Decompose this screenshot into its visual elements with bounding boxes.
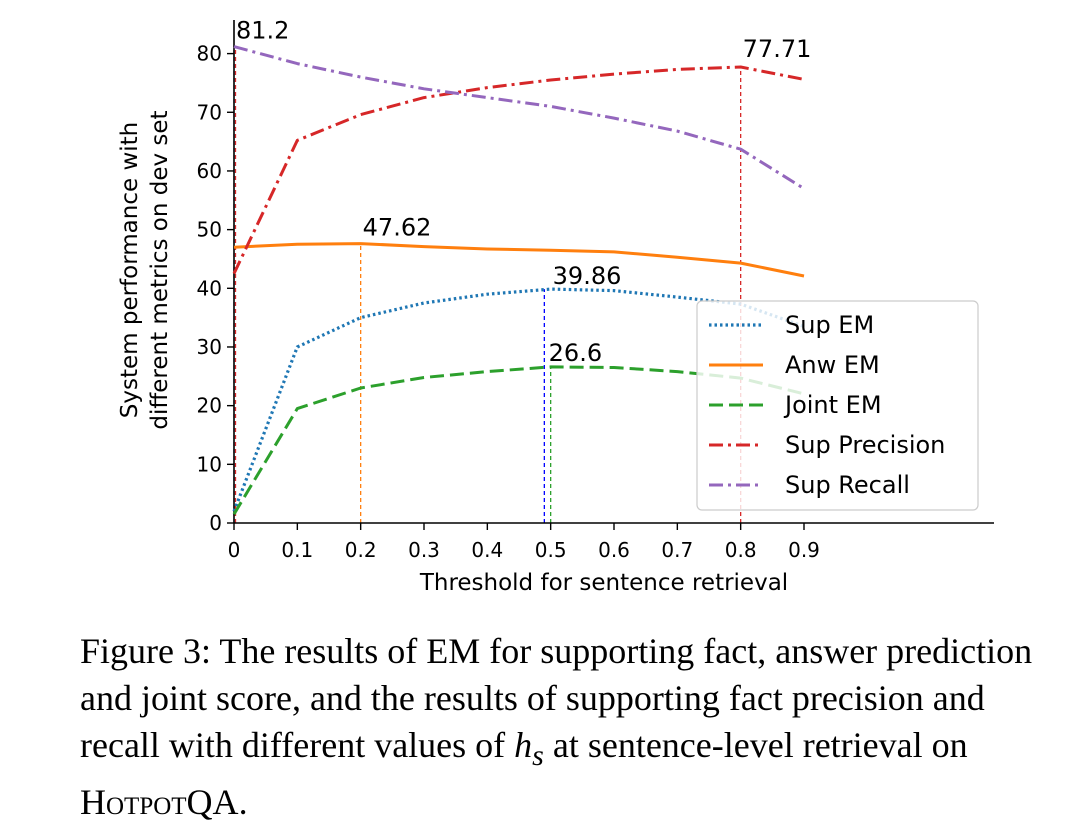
x-tick-label: 0 [228,538,241,562]
caption-subscript: s [532,739,544,773]
y-tick-label: 20 [197,394,222,418]
y-tick-label: 50 [197,218,222,242]
axes: 0 10 20 30 40 50 60 70 80 0 0.1 0.2 0.3 0.4 0.5 0.6 0.7 0… [197,20,994,562]
y-tick-label: 0 [209,511,222,535]
series-line [232,287,805,512]
y-axis-label-line: different metrics on dev set [147,110,173,429]
x-tick-label: 0.8 [725,538,757,562]
data-label: 39.86 [553,262,622,290]
legend-box [696,300,979,511]
data-label: 77.71 [743,35,812,63]
legend-label: Joint EM [783,391,882,419]
caption-end: . [238,782,248,823]
x-tick-label: 0.2 [345,538,377,562]
figure-caption: Figure 3: The results of EM for supporti… [80,628,1040,826]
series-lines [232,45,805,515]
series-line [233,242,805,278]
results-line-chart: 0 10 20 30 40 50 60 70 80 0 0.1 0.2 0.3 0.4 0.5 0.6 0.7 0… [117,17,994,596]
y-tick-label: 80 [197,42,222,66]
y-tick-label: 40 [197,276,222,300]
y-axis-label-line: System performance with [117,122,143,418]
y-tick-label: 60 [197,159,222,183]
x-tick-label: 0.1 [281,538,313,562]
x-tick-label: 0.5 [535,538,567,562]
caption-dataset: HotpotQA [80,782,239,823]
x-tick-label: 0.9 [788,538,820,562]
legend-label: Sup Precision [785,431,945,459]
data-label: 81.2 [236,17,289,45]
legend-label: Sup EM [785,311,874,339]
reference-lines [233,46,742,523]
y-tick-label: 10 [197,452,222,476]
data-label: 47.62 [363,214,432,242]
series-line [232,65,805,275]
caption-prefix: Figure 3: The results of EM for supporti… [80,631,1033,765]
series-line [233,45,805,190]
x-axis-label: Threshold for sentence retrieval [419,570,788,596]
x-tick-label: 0.7 [661,538,693,562]
y-tick-label: 70 [197,100,222,124]
x-tick-label: 0.6 [598,538,630,562]
y-axis-label: System performance with different metrics… [117,110,173,429]
x-tick-label: 0.3 [408,538,440,562]
legend: Sup EM Anw EM Joint EM Sup Precision Sup Rec… [696,300,979,511]
series-line [232,365,805,515]
legend-label: Sup Recall [785,471,910,499]
legend-label: Anw EM [785,351,880,379]
x-tick-label: 0.4 [471,538,503,562]
peak-annotations: 81.2 77.71 47.62 39.86 26.6 [236,17,811,367]
caption-variable: h [514,725,533,765]
axis-labels: Threshold for sentence retrieval System p… [117,110,788,596]
caption-middle: at sentence-level retrieval on [543,725,968,765]
data-label: 26.6 [549,339,602,367]
y-tick-label: 30 [197,335,222,359]
